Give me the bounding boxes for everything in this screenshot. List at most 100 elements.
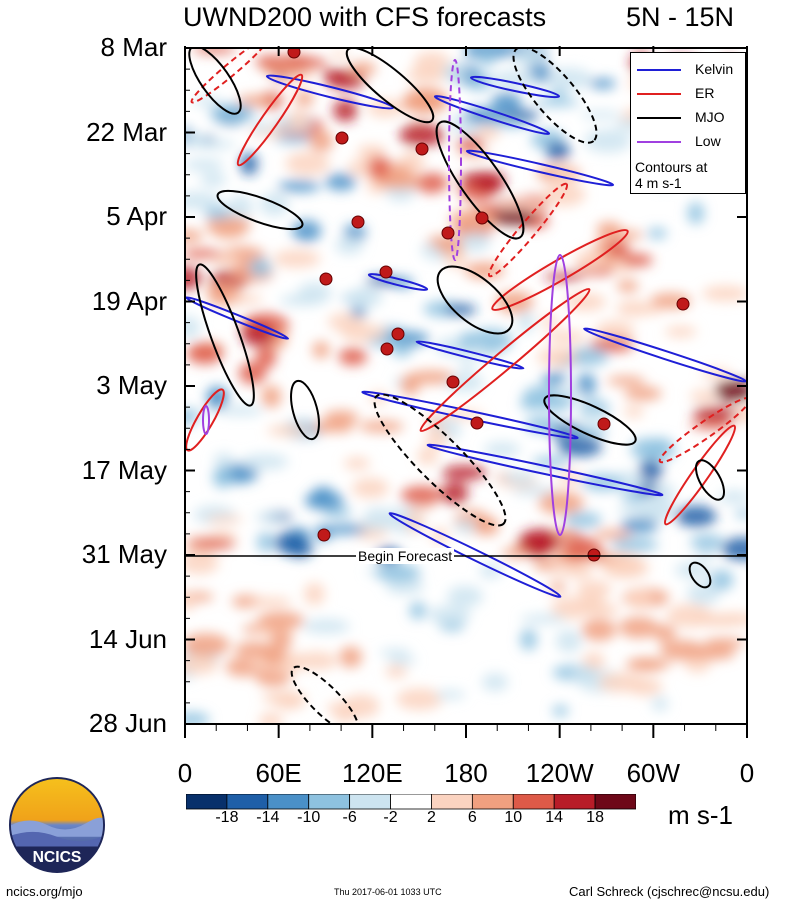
anomaly-patch [187,538,236,550]
colorbar-cell [512,794,555,810]
y-tick-label: 3 May [96,370,167,400]
anomaly-patch [512,48,548,66]
colorbar-label: 6 [467,809,477,826]
mjo-contour [188,48,242,115]
anomaly-patch [290,108,307,130]
colorbar-units: m s-1 [668,800,733,830]
anomaly-patch [358,420,404,433]
anomaly-patch [491,92,522,113]
anomaly-patch [713,612,747,626]
legend-swatch-er [637,93,681,95]
anomaly-patch [607,375,645,386]
colorbar-label: -14 [256,809,280,826]
anomaly-patch [639,459,663,483]
anomaly-patch [206,282,240,299]
anomaly-patch [325,173,357,191]
anomaly-patch [297,282,332,305]
mjo-contour [195,263,255,407]
anomaly-patch [338,347,368,366]
anomaly-patch [281,57,329,69]
anomaly-patch [185,158,224,171]
legend-label-low: Low [695,133,721,149]
legend: Kelvin ER MJO Low Contours at 4 m s-1 [630,52,746,194]
colorbar-cell [267,794,310,810]
kelvin-contour [185,296,290,340]
anomaly-patch [240,152,258,176]
anomaly-patch [664,326,697,338]
mjo-contour [436,265,514,335]
anomaly-patch [718,490,747,504]
x-tick-label: 60E [255,758,302,788]
anomaly-patch [261,691,307,705]
anomaly-patch [734,509,747,518]
colorbar [186,794,636,810]
anomaly-patch [326,703,344,713]
anomaly-patch [400,374,420,396]
colorbar-cell [431,794,473,810]
anomaly-patch [352,477,389,499]
anomaly-patch [427,605,471,625]
er-contour [419,287,591,433]
mjo-contour [290,379,320,441]
kelvin-contour [361,390,579,440]
anomaly-patch [620,517,659,533]
anomaly-patch [710,569,734,591]
storm-marker [446,375,460,389]
anomaly-patch [255,55,287,68]
anomaly-patch [205,515,243,524]
colorbar-label: 14 [545,809,564,826]
anomaly-patch [457,136,484,154]
anomaly-patch [185,408,197,426]
anomaly-patch [427,235,463,249]
anomaly-patch [213,452,234,469]
anomaly-patch [602,557,650,579]
kelvin-contour [415,340,525,370]
er-contour [236,73,304,167]
anomaly-patch [309,130,334,152]
anomaly-patch [580,110,623,119]
storm-marker [391,327,405,341]
logo-text: NCICS [33,849,82,866]
wave-contours [185,48,747,724]
anomaly-patch [675,561,711,579]
legend-swatch-mjo [637,117,681,119]
anomaly-patch [447,585,483,608]
kelvin-contour [265,74,395,110]
anomaly-patch [439,64,470,81]
anomaly-patch [692,646,736,660]
anomaly-patch [449,208,497,233]
anomaly-patch [621,253,653,267]
anomaly-patch [458,331,476,349]
colorbar-cell [349,794,391,810]
x-tick-label: 0 [739,758,755,788]
storm-marker [380,342,394,356]
anomaly-patch [692,406,738,422]
anomaly-patch [285,151,331,176]
kelvin-contour [367,273,429,291]
anomaly-patch [204,206,233,220]
x-tick-label: 120E [341,758,403,788]
low-contour [448,59,462,261]
anomaly-patch [277,180,321,192]
anomaly-patch [579,408,607,422]
anomaly-patch [248,596,293,608]
anomaly-patch [557,437,602,457]
anomaly-patch [400,486,443,506]
storm-marker [415,142,429,156]
anomaly-patch [484,442,521,457]
anomaly-patch [690,534,725,550]
low-contour [548,254,572,536]
footer-timestamp: Thu 2017-06-01 1033 UTC [334,887,442,897]
mjo-contour [435,120,525,240]
y-tick-label: 8 Mar [100,32,167,62]
colorbar-label: 18 [586,809,604,826]
anomaly-patch [701,285,747,302]
anomaly-patch [272,249,321,268]
anomaly-patch [241,453,289,470]
x-ticks [184,46,748,738]
anomaly-patch [388,656,417,665]
storm-marker [587,548,601,562]
anomaly-patch [286,539,313,558]
anomaly-patch [689,389,719,403]
anomaly-patch [254,512,286,522]
